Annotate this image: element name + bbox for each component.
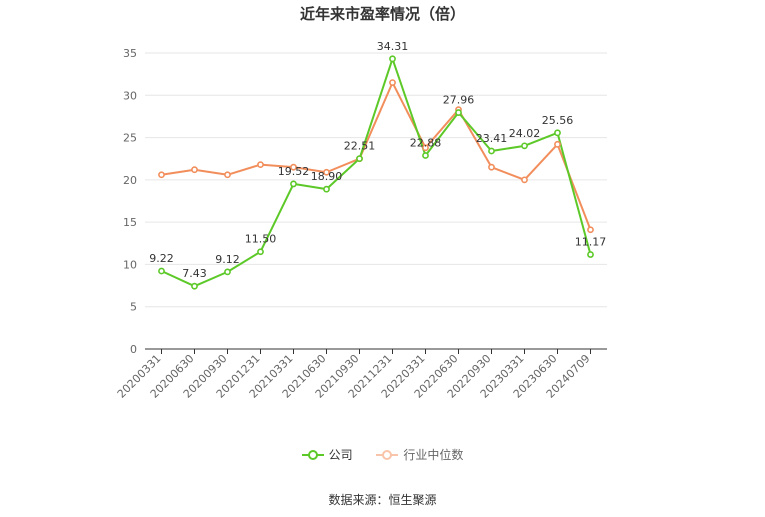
data-label-10: 23.41 xyxy=(476,132,508,145)
point-s0-0 xyxy=(158,267,165,275)
y-tick-label-5: 5 xyxy=(130,301,137,314)
data-source: 数据来源：恒生聚源 xyxy=(328,493,437,507)
point-s1-13 xyxy=(587,226,594,234)
line-chart: 0 5 10 15 20 25 30 35 2020033120200630202009302… xyxy=(115,40,607,401)
point-s1-5 xyxy=(323,168,330,176)
y-tick-label-25: 25 xyxy=(123,132,137,145)
point-s0-3 xyxy=(257,248,264,256)
legend-company-marker-icon xyxy=(301,449,324,460)
legend-item-company[interactable]: 公司 xyxy=(301,446,353,463)
series-line-1 xyxy=(161,81,592,231)
point-s0-10 xyxy=(488,147,495,155)
grid-lines xyxy=(145,52,607,308)
point-s0-4 xyxy=(290,180,297,188)
y-tick-label-35: 35 xyxy=(123,47,137,60)
data-label-0: 9.22 xyxy=(149,252,174,265)
point-s0-9 xyxy=(455,109,462,116)
point-s1-10 xyxy=(488,163,495,171)
data-label-3: 11.50 xyxy=(245,233,277,246)
legend: 公司 行业中位数 xyxy=(0,446,765,464)
data-label-5: 18.90 xyxy=(311,170,343,183)
point-s0-13 xyxy=(587,251,594,258)
data-label-6: 22.51 xyxy=(344,140,376,153)
point-s1-2 xyxy=(224,171,231,179)
data-labels: 9.22 7.43 9.12 11.50 19.52 18.90 22.51 34.31 22.… xyxy=(149,40,606,280)
data-label-8: 22.88 xyxy=(410,137,442,150)
point-s1-8 xyxy=(422,144,429,152)
x-axis: 2020033120200630202009302020123120210331… xyxy=(115,348,607,401)
point-s0-8 xyxy=(422,152,429,159)
point-s0-1 xyxy=(191,282,198,290)
y-tick-label-10: 10 xyxy=(123,258,137,271)
point-s1-0 xyxy=(158,171,165,179)
y-tick-label-30: 30 xyxy=(123,89,137,102)
data-label-11: 24.02 xyxy=(509,127,541,140)
point-s1-1 xyxy=(191,166,198,174)
data-label-12: 25.56 xyxy=(542,114,574,127)
data-label-13: 11.17 xyxy=(575,236,607,249)
series-line-0 xyxy=(161,57,592,288)
point-s0-7 xyxy=(389,55,396,63)
y-tick-label-0: 0 xyxy=(130,343,137,356)
series-points xyxy=(158,55,594,290)
legend-label-company: 公司 xyxy=(328,448,353,462)
point-s0-6 xyxy=(356,155,363,163)
y-axis: 0 5 10 15 20 25 30 35 xyxy=(123,47,137,356)
data-label-4: 19.52 xyxy=(278,165,310,178)
data-label-1: 7.43 xyxy=(182,267,207,280)
legend-label-industry-median: 行业中位数 xyxy=(403,448,464,462)
point-s1-7 xyxy=(389,79,396,86)
data-label-2: 9.12 xyxy=(215,253,240,266)
point-s1-12 xyxy=(554,140,561,148)
point-s0-2 xyxy=(224,268,231,276)
point-s0-11 xyxy=(521,142,528,150)
y-tick-label-20: 20 xyxy=(123,174,137,187)
data-label-7: 34.31 xyxy=(377,40,409,53)
legend-industry-marker-icon xyxy=(376,449,399,460)
series-lines xyxy=(161,57,592,288)
point-s0-5 xyxy=(323,185,330,193)
y-tick-label-15: 15 xyxy=(123,216,137,229)
data-label-9: 27.96 xyxy=(443,94,475,107)
point-s1-11 xyxy=(521,176,528,184)
point-s1-3 xyxy=(257,161,264,169)
legend-item-industry-median[interactable]: 行业中位数 xyxy=(376,446,463,463)
point-s0-12 xyxy=(554,129,561,137)
point-s1-4 xyxy=(290,163,297,171)
chart-title: 近年来市盈率情况（倍） xyxy=(299,5,465,23)
